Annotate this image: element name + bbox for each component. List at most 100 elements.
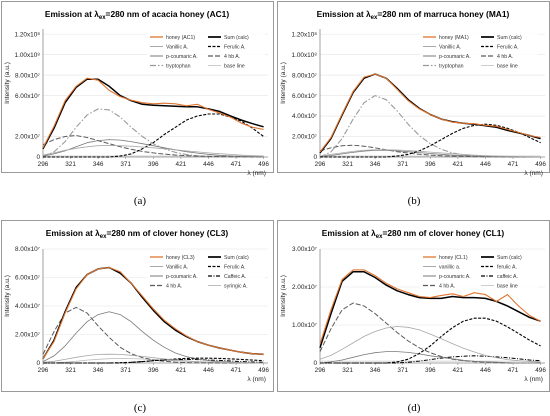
x-tick-label: 421 <box>176 161 187 168</box>
legend-background <box>147 251 265 292</box>
x-tick-label: 446 <box>203 367 214 374</box>
y-tick-label: 1.00x10⁸ <box>292 52 318 59</box>
legend-label: honey (AC1) <box>166 35 195 41</box>
x-tick-label: 296 <box>38 367 49 374</box>
y-tick-label: 2.00x10⁷ <box>292 134 318 141</box>
y-tick-label: 0 <box>36 154 40 161</box>
series-line-caffeic-a- <box>320 355 541 364</box>
panel-frame <box>277 1 550 173</box>
chart-title-end: =280 nm of clover honey (CL1) <box>382 228 504 238</box>
x-tick-label: 446 <box>203 161 214 168</box>
series-line-honey-ac1- <box>42 77 264 149</box>
legend-label: caffeic A. <box>497 274 518 280</box>
chart-title: Emission at λex=280 nm of marruca honey … <box>317 9 510 21</box>
legend-label: vanillic a. <box>439 264 460 270</box>
x-tick-label: 371 <box>120 161 131 168</box>
x-tick-label: 321 <box>342 161 353 168</box>
y-tick-label: 0 <box>313 154 317 161</box>
y-tick-label: 6.00x10⁷ <box>15 93 41 100</box>
y-axis-label: Intensity (a.u.) <box>4 62 11 104</box>
legend-label: Ferulic A. <box>224 44 246 50</box>
chart-title-start: Emission at λ <box>45 9 99 19</box>
legend-label: Sum (calc) <box>497 255 522 261</box>
chart-title-start: Emission at λ <box>322 228 376 238</box>
x-tick-label: 421 <box>176 367 187 374</box>
y-tick-label: 4.00x10⁷ <box>292 113 318 120</box>
legend-label: base line <box>497 63 518 69</box>
legend-background <box>420 31 538 72</box>
x-tick-label: 496 <box>535 161 546 168</box>
x-tick-label: 346 <box>93 161 104 168</box>
x-tick-label: 446 <box>480 161 491 168</box>
chart-title-start: Emission at λ <box>317 9 371 19</box>
legend-label: Ferulic A. <box>497 44 519 50</box>
x-tick-label: 421 <box>453 367 464 374</box>
x-tick-label: 371 <box>397 367 408 374</box>
legend-label: 4 hb A. <box>497 54 513 60</box>
series-line-ferulic-a- <box>320 123 541 158</box>
legend-label: honey (CL3) <box>166 255 195 261</box>
legend-label: Caffeic A. <box>224 274 246 280</box>
x-tick-label: 396 <box>148 161 159 168</box>
chart-title-subscript: ex <box>371 15 378 21</box>
legend-label: Vanillic A. <box>166 44 188 50</box>
y-tick-label: 8.00x10⁷ <box>15 72 41 79</box>
x-tick-label: 396 <box>425 367 436 374</box>
x-tick-label: 321 <box>342 367 353 374</box>
x-tick-label: 471 <box>508 367 519 374</box>
series-line-4-hb-a- <box>42 306 264 364</box>
y-tick-label: 1.20x10⁸ <box>292 31 318 38</box>
panel-caption: (d) <box>408 402 421 414</box>
y-tick-label: 4.00x10⁷ <box>15 303 41 310</box>
x-tick-label: 346 <box>93 367 104 374</box>
series-line-ferulic-a- <box>320 317 541 364</box>
chart-panel-4: Emission at λex=280 nm of clover honey (… <box>277 220 550 414</box>
chart-title-subscript: ex <box>100 234 107 240</box>
x-tick-label: 471 <box>231 161 242 168</box>
legend-label: ferulic A. <box>497 264 517 270</box>
series-line-p-coumaric-a- <box>42 139 264 158</box>
x-tick-label: 471 <box>508 161 519 168</box>
x-tick-label: 396 <box>148 367 159 374</box>
y-axis-label: Intensity (a.u.) <box>280 62 287 104</box>
panel-caption: (a) <box>134 195 147 207</box>
series-line-sum-calc- <box>319 271 541 349</box>
legend-label: base line <box>497 283 518 289</box>
legend-label: base line <box>224 63 245 69</box>
legend-label: Ferulic A. <box>224 264 246 270</box>
legend-label: 4 hb A. <box>166 283 182 289</box>
series-line-sum-calc- <box>42 78 264 150</box>
x-axis-label: λ (nm) <box>247 170 266 177</box>
chart-title-subscript: ex <box>99 15 106 21</box>
y-tick-label: 0 <box>313 360 317 367</box>
legend-label: honey (CL1) <box>439 255 468 261</box>
x-tick-label: 321 <box>65 367 76 374</box>
series-line-p-coumaric-a- <box>319 351 541 364</box>
chart-title: Emission at λex=280 nm of clover honey (… <box>46 228 229 240</box>
x-tick-label: 346 <box>370 367 381 374</box>
x-tick-label: 296 <box>315 367 326 374</box>
y-tick-label: 2.00x10⁷ <box>15 134 41 141</box>
x-tick-label: 471 <box>231 367 242 374</box>
series-line-vanillic-a- <box>319 149 541 158</box>
panel-caption: (b) <box>408 195 421 207</box>
x-tick-label: 446 <box>480 367 491 374</box>
series-line-p-coumaric-a- <box>42 311 264 364</box>
series-line-honey-cl1- <box>319 269 541 345</box>
x-tick-label: 346 <box>370 161 381 168</box>
chart-title: Emission at λex=280 nm of clover honey (… <box>322 228 505 240</box>
chart-title-end: =280 nm of marruca honey (MA1) <box>377 9 509 19</box>
y-tick-label: 6.00x10⁷ <box>15 275 41 282</box>
series-line-4-hb-a- <box>42 135 264 158</box>
x-tick-label: 496 <box>535 367 546 374</box>
panel-frame <box>1 1 274 173</box>
legend-label: tryptophan <box>439 63 464 69</box>
y-tick-label: 0 <box>36 360 40 367</box>
x-tick-label: 371 <box>120 367 131 374</box>
legend-label: Sum (calc) <box>224 35 249 41</box>
series-line-ferulic-a- <box>43 357 264 364</box>
legend-label: 4 hb A. <box>224 54 240 60</box>
y-tick-label: 6.00x10⁷ <box>292 93 318 100</box>
y-tick-label: 1.00x10⁷ <box>292 322 318 329</box>
y-axis-label: Intensity (a.u.) <box>280 275 287 317</box>
